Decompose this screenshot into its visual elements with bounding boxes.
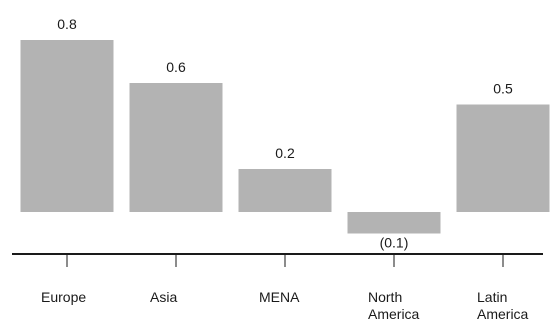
tick-label-line: Europe <box>41 289 86 305</box>
bars-group <box>20 40 550 234</box>
tick-label-line: MENA <box>259 289 300 305</box>
tick-label-asia: Asia <box>150 289 177 305</box>
tick-label-latin-america: Latin America <box>477 289 529 322</box>
tick-label-line: Asia <box>150 289 177 305</box>
tick-label-line: North <box>368 289 402 305</box>
tick-label-mena: MENA <box>259 289 300 305</box>
bar-north-america <box>347 212 441 234</box>
tick-label-north-america: North America <box>368 289 420 322</box>
tick-label-line: America <box>477 306 529 322</box>
data-label-latin-america: 0.5 <box>493 81 513 97</box>
data-label-north-america: (0.1) <box>380 235 409 251</box>
bar-europe <box>20 40 114 212</box>
bar-latin-america <box>456 104 550 212</box>
bar-mena <box>238 169 332 212</box>
data-label-europe: 0.8 <box>57 16 77 32</box>
bar-asia <box>129 83 223 212</box>
data-label-asia: 0.6 <box>166 59 186 75</box>
tick-label-europe: Europe <box>41 289 86 305</box>
data-labels-group: 0.8 0.6 0.2 (0.1) 0.5 <box>57 16 513 251</box>
tick-label-line: Latin <box>477 289 507 305</box>
x-ticks-group <box>66 254 504 267</box>
data-label-mena: 0.2 <box>275 145 295 161</box>
tick-label-line: America <box>368 306 420 322</box>
